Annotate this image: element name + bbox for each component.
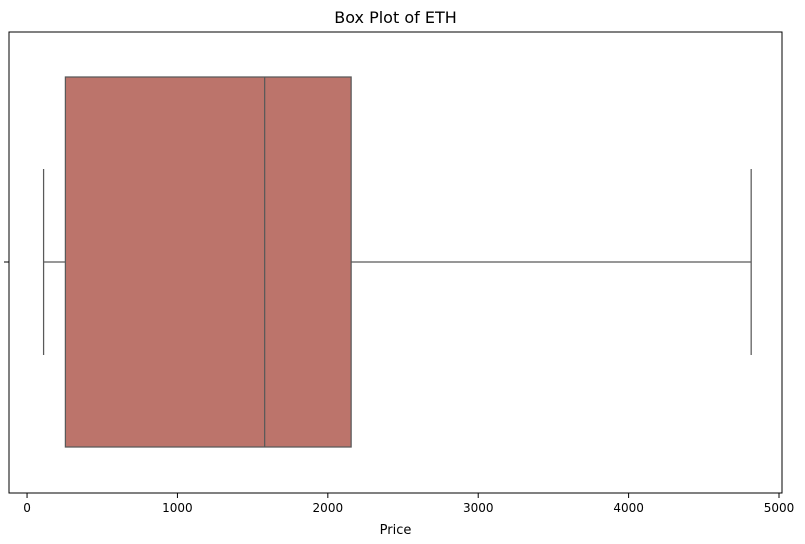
interquartile-box bbox=[64, 76, 352, 448]
x-tick-label: 5000 bbox=[764, 501, 795, 515]
chart-title: Box Plot of ETH bbox=[334, 8, 457, 27]
x-tick-label: 2000 bbox=[313, 501, 344, 515]
x-tick-label: 3000 bbox=[463, 501, 494, 515]
x-axis-label: Price bbox=[380, 523, 412, 538]
x-axis-ticks: 0 1000 2000 3000 4000 5000 bbox=[23, 493, 794, 515]
x-tick-label: 0 bbox=[23, 501, 31, 515]
x-tick-label: 1000 bbox=[162, 501, 193, 515]
x-tick-label: 4000 bbox=[613, 501, 644, 515]
box-plot-series bbox=[42, 76, 752, 448]
